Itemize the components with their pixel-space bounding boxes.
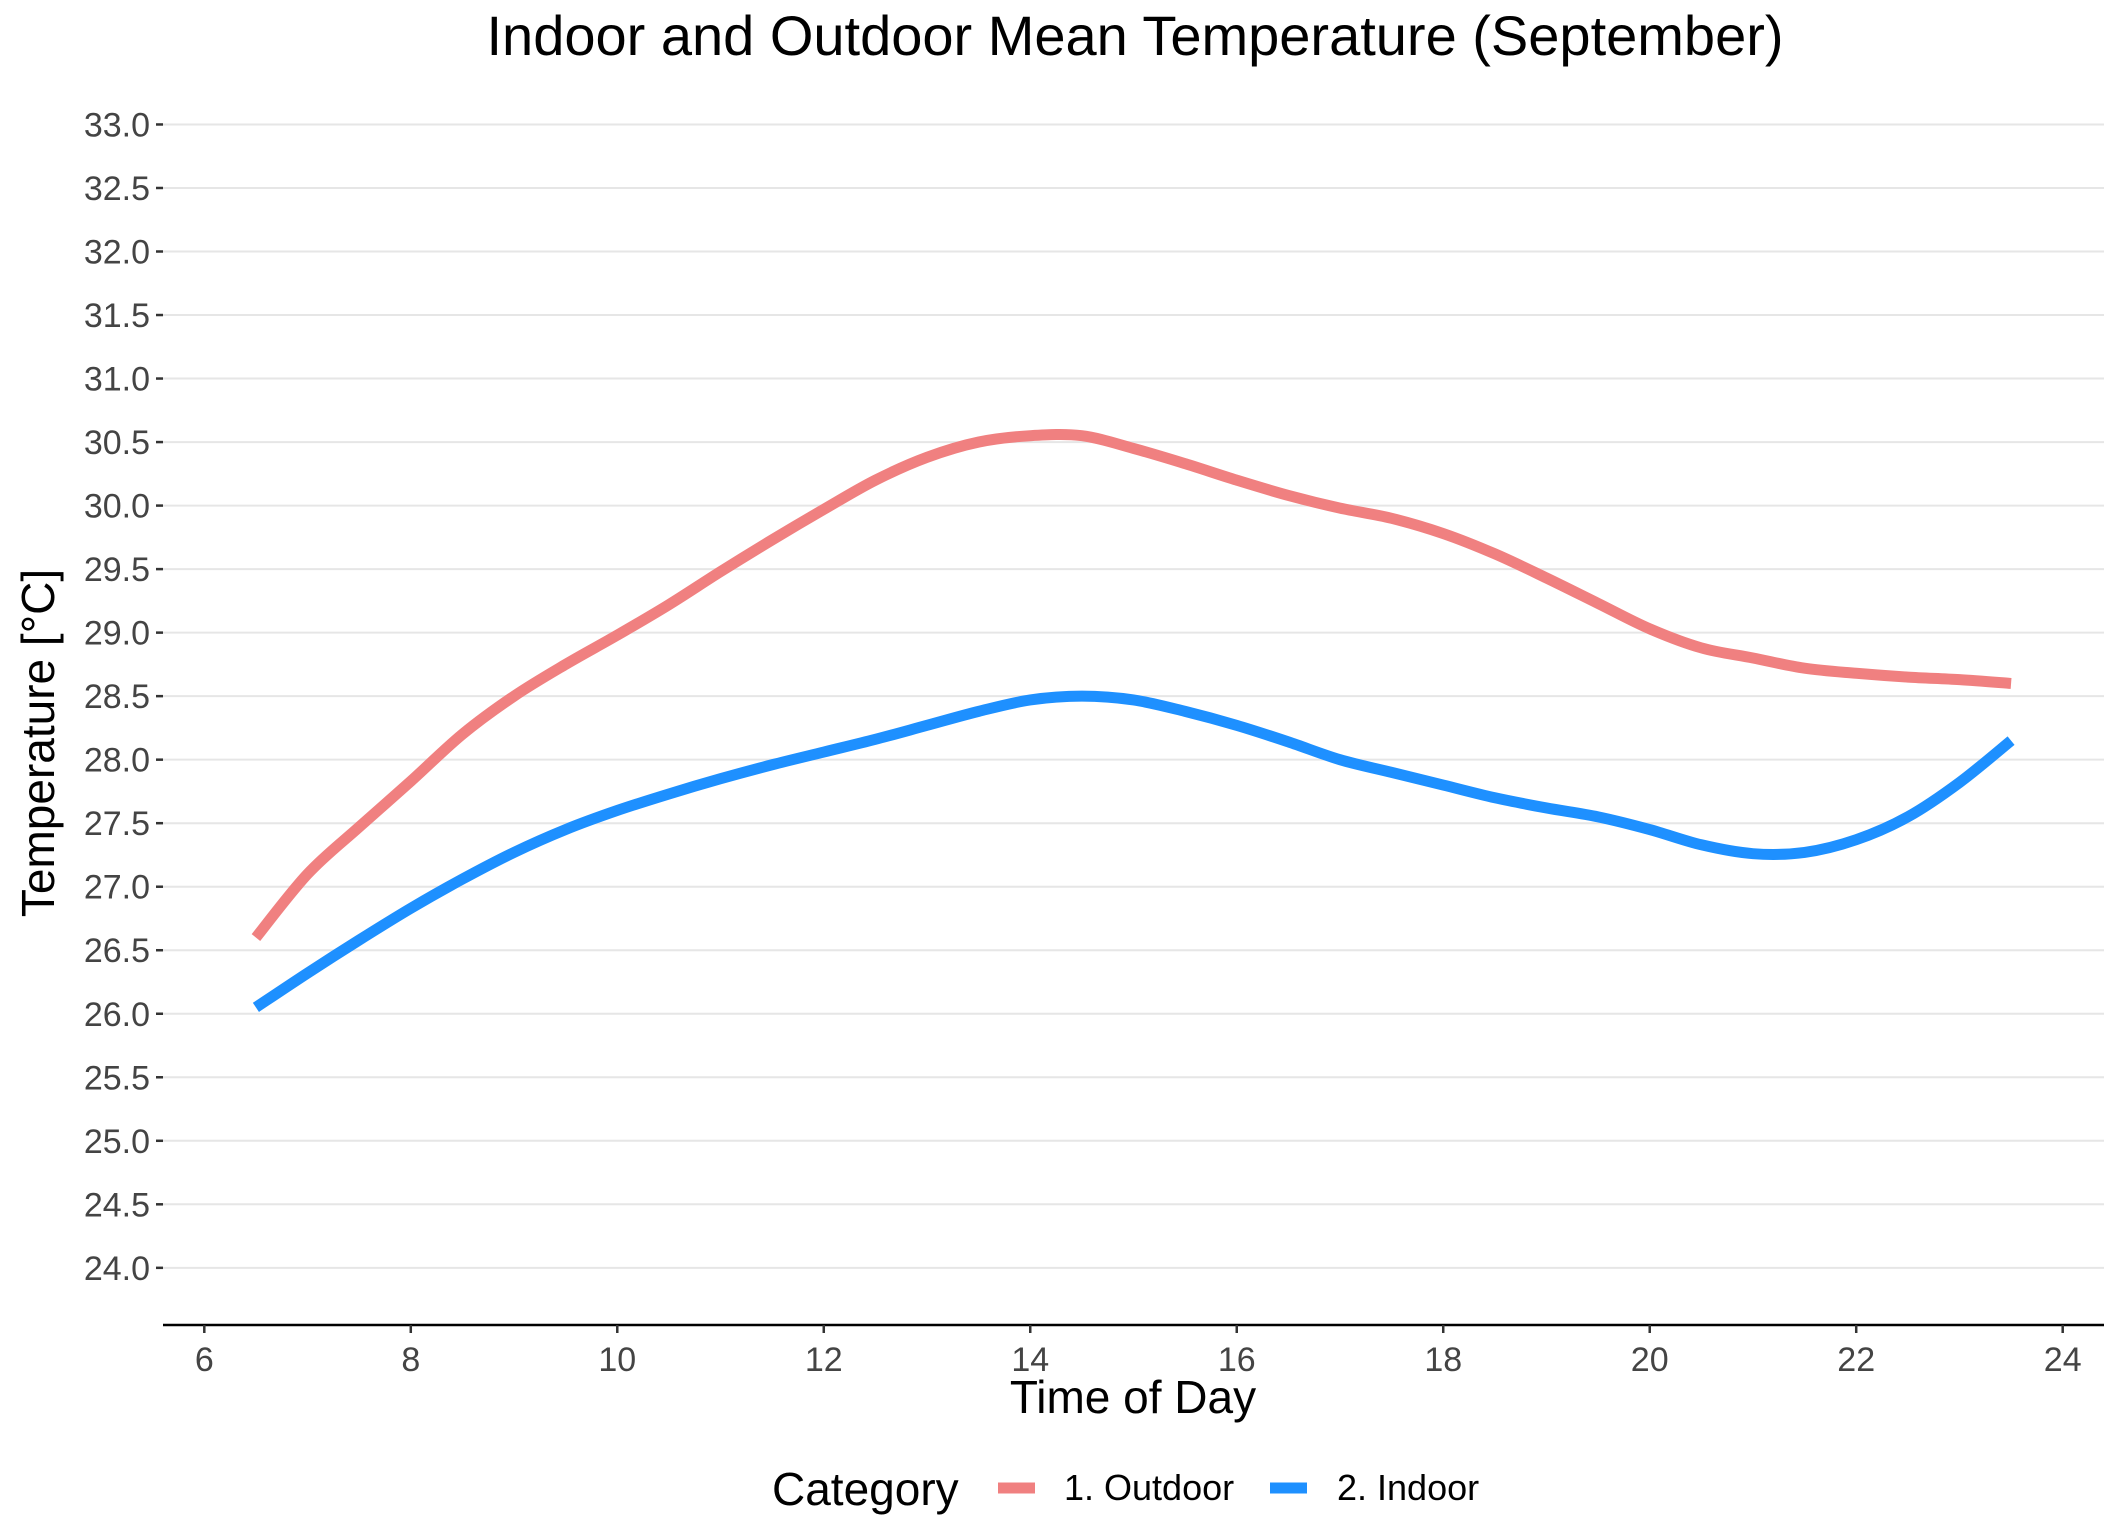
series-line-outdoor: [251, 429, 2012, 941]
x-tick-label: 8: [401, 1341, 420, 1379]
x-tick-label: 22: [1837, 1341, 1875, 1379]
legend: Category 1. Outdoor 2. Indoor: [772, 1463, 1479, 1515]
y-tick-label: 33.0: [84, 106, 150, 144]
legend-label-outdoor: 1. Outdoor: [1064, 1467, 1234, 1508]
y-tick-label: 30.5: [84, 424, 150, 462]
y-tick-label: 26.5: [84, 932, 150, 970]
grid-lines: [163, 123, 2104, 1269]
y-tick-label: 29.5: [84, 551, 150, 589]
y-tick-label: 31.0: [84, 361, 150, 399]
y-tick-label: 24.0: [84, 1250, 150, 1288]
y-tick-label: 26.0: [84, 996, 150, 1034]
x-tick-label: 6: [195, 1341, 214, 1379]
x-axis-title: Time of Day: [1010, 1371, 1256, 1423]
y-tick-label: 25.5: [84, 1059, 150, 1097]
x-tick-label: 18: [1424, 1341, 1462, 1379]
chart-title: Indoor and Outdoor Mean Temperature (Sep…: [486, 4, 1783, 67]
x-tick-label: 20: [1631, 1341, 1669, 1379]
x-tick-label: 14: [1011, 1341, 1049, 1379]
y-tick-label: 25.0: [84, 1123, 150, 1161]
series-lines: [251, 429, 2015, 1012]
series-line-indoor: [252, 690, 2015, 1012]
legend-title: Category: [772, 1463, 959, 1515]
x-tick-label: 12: [805, 1341, 843, 1379]
y-tick-label: 27.0: [84, 869, 150, 907]
y-tick-label: 28.0: [84, 742, 150, 780]
x-axis: 6 8 10 12 14 16 18 20 22 24: [163, 1323, 2104, 1379]
legend-label-indoor: 2. Indoor: [1337, 1467, 1479, 1508]
y-tick-label: 24.5: [84, 1186, 150, 1224]
y-tick-label: 29.0: [84, 615, 150, 653]
y-tick-label: 28.5: [84, 678, 150, 716]
y-tick-label: 27.5: [84, 805, 150, 843]
y-tick-label: 32.5: [84, 170, 150, 208]
x-tick-label: 16: [1218, 1341, 1256, 1379]
y-tick-label: 31.5: [84, 297, 150, 335]
y-axis: 24.0 24.5 25.0 25.5 26.0 26.5 27.0 27.5 28.0 28.5…: [84, 106, 163, 1288]
y-tick-label: 30.0: [84, 488, 150, 526]
y-tick-label: 32.0: [84, 234, 150, 272]
x-tick-label: 24: [2044, 1341, 2082, 1379]
x-tick-label: 10: [598, 1341, 636, 1379]
y-axis-title: Temperature [°C]: [12, 569, 64, 917]
